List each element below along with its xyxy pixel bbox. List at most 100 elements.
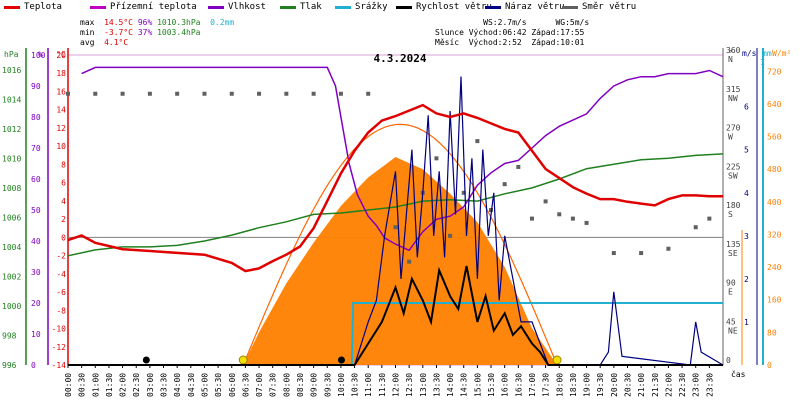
wind-direction-point — [448, 233, 453, 238]
legend-label-pressure: Tlak — [300, 2, 322, 12]
x-tick-label: 09:00 — [310, 373, 319, 397]
x-tick-label: 10:30 — [351, 373, 360, 397]
hpa-tick-label: 1012 — [2, 125, 21, 134]
direction-tick-label: 90 — [726, 279, 736, 288]
legend-label-wind-direction: Směr větru — [582, 2, 637, 12]
direction-tick-cardinal: SE — [728, 249, 738, 258]
x-tick-label: 07:00 — [255, 373, 264, 397]
legend-label-temperature: Teplota — [24, 2, 62, 12]
astro-moon-label: Měsíc — [435, 38, 460, 47]
legend-swatch-humidity — [208, 5, 224, 9]
x-tick-label: 06:00 — [228, 373, 237, 397]
hpa-tick-label: 998 — [2, 331, 17, 340]
legend-item-wind-speed: Rychlost větru — [396, 2, 492, 12]
stat-min-label: min — [80, 28, 95, 37]
humidity-line — [81, 66, 724, 252]
x-tick-label: 02:30 — [132, 373, 141, 397]
wind-tick-label: 2 — [744, 275, 749, 284]
wind-direction-point — [284, 91, 289, 96]
stat-min-humidity: 37% — [137, 28, 153, 37]
legend-label-wind-gust: Náraz větru — [505, 2, 565, 12]
legend-item-temperature: Teplota — [4, 2, 62, 12]
direction-tick-cardinal: SW — [728, 171, 738, 180]
celsius-tick-label: 20 — [56, 51, 66, 60]
legend-item-pressure: Tlak — [280, 2, 322, 12]
x-tick-label: 12:00 — [392, 373, 401, 397]
wind-tick-label: 5 — [744, 146, 749, 155]
legend-label-ground-temperature: Přízemní teplota — [110, 2, 197, 12]
wind-direction-point — [543, 199, 548, 204]
wind-direction-point — [707, 216, 712, 221]
x-tick-label: 08:30 — [296, 373, 305, 397]
direction-tick-cardinal: W — [728, 133, 733, 142]
stat-min-temp: -3.7°C — [104, 28, 133, 37]
x-tick-label: 14:30 — [460, 373, 469, 397]
wind-direction-point — [570, 216, 575, 221]
sunset-marker — [552, 355, 562, 365]
wind-tick-label: 1 — [744, 318, 749, 327]
stat-max-rain: 0.2mm — [210, 18, 235, 27]
hpa-tick-label: 1016 — [2, 66, 21, 75]
celsius-tick-label: 12 — [56, 124, 66, 133]
x-tick-label: 17:00 — [528, 373, 537, 397]
wind-direction-point — [393, 225, 398, 230]
temperature-line — [67, 103, 723, 273]
x-tick-label: 16:30 — [514, 373, 523, 397]
sunrise-marker — [238, 355, 248, 365]
celsius-tick-label: -10 — [52, 325, 67, 334]
radiation-tick-label: 320 — [767, 230, 782, 239]
wind-direction-point — [611, 251, 616, 256]
direction-tick-cardinal: N — [728, 55, 733, 64]
legend-item-ground-temperature: Přízemní teplota — [90, 2, 197, 12]
legend-item-humidity: Vlhkost — [208, 2, 266, 12]
wind-direction-point — [557, 212, 562, 217]
wind-direction-point — [516, 164, 521, 169]
direction-tick-label: 45 — [726, 317, 736, 326]
wind-tick-label: 4 — [744, 189, 749, 198]
wind-direction-point — [66, 91, 70, 96]
direction-tick-label: 225 — [726, 162, 741, 171]
precipitation-line — [68, 302, 723, 366]
x-tick-label: 08:00 — [282, 373, 291, 397]
legend-label-precipitation: Srážky — [355, 2, 388, 12]
legend-swatch-wind-gust — [485, 5, 501, 9]
x-tick-label: 22:00 — [664, 373, 673, 397]
celsius-tick-label: 0 — [61, 233, 66, 242]
direction-tick-cardinal: E — [728, 288, 733, 297]
stat-max-temp: 14.5°C — [104, 18, 133, 27]
x-tick-label: 20:30 — [623, 373, 632, 397]
x-tick-label: 00:30 — [78, 373, 87, 397]
wind-direction-point — [693, 225, 698, 230]
astro-block: WS:2.7m/s WG:5m/s Slunce Východ:06:42 Zá… — [435, 18, 589, 48]
stat-avg-label: avg — [80, 38, 95, 47]
wind-axis-label: m/s — [742, 49, 757, 58]
wind-direction-point — [311, 91, 316, 96]
percent-tick-label: 0 — [31, 361, 36, 370]
direction-tick-label: 360 — [726, 46, 741, 55]
wind-direction-point — [202, 91, 207, 96]
wind-tick-label: 3 — [744, 232, 749, 241]
astro-moon-rise: Východ:2:52 — [468, 38, 522, 47]
wind-direction-point — [93, 91, 98, 96]
wind-direction-point — [175, 91, 180, 96]
stats-block: max 14.5°C 96% 1010.3hPa 0.2mm min -3.7°… — [80, 18, 234, 48]
stat-max-label: max — [80, 18, 95, 27]
celsius-tick-label: 18 — [56, 69, 66, 78]
radiation-tick-label: 160 — [767, 296, 782, 305]
rain-axis-label: mm — [762, 49, 772, 58]
wind-direction-point — [475, 139, 480, 144]
stat-max-pressure: 1010.3hPa — [157, 18, 201, 27]
radiation-tick-label: 400 — [767, 198, 782, 207]
x-tick-label: 18:30 — [569, 373, 578, 397]
x-tick-label: 15:30 — [487, 373, 496, 397]
radiation-tick-label: 480 — [767, 165, 782, 174]
astro-sun-label: Slunce — [435, 28, 464, 37]
legend-item-wind-direction: Směr větru — [562, 2, 636, 12]
chart-title: 4.3.2024 — [374, 52, 427, 65]
x-tick-label: 03:30 — [160, 373, 169, 397]
legend-swatch-ground-temperature — [90, 5, 106, 9]
celsius-tick-label: 16 — [56, 87, 66, 96]
x-tick-label: 23:00 — [692, 373, 701, 397]
x-tick-label: 12:30 — [405, 373, 414, 397]
